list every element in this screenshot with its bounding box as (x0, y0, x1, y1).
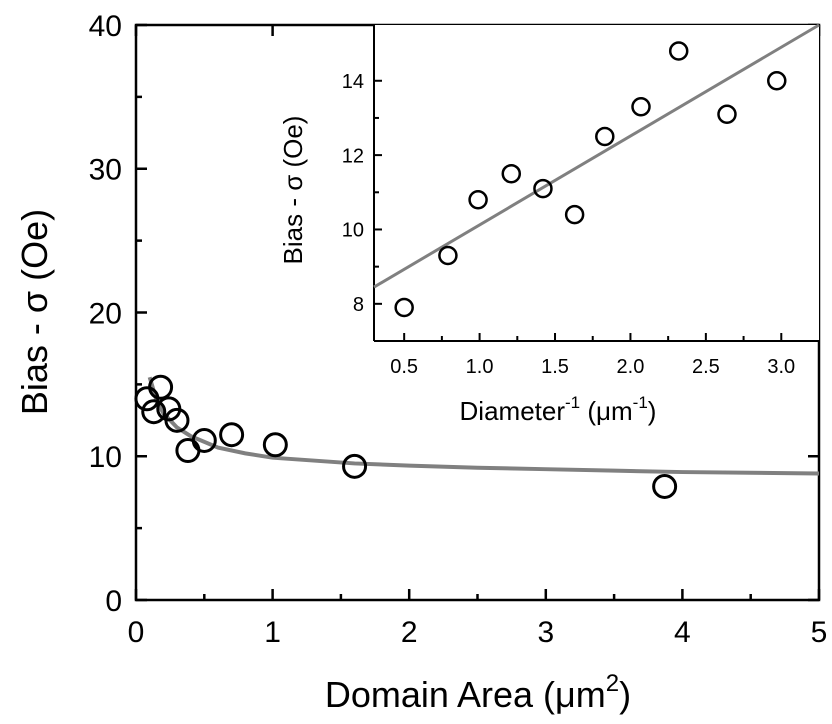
main-data-point (191, 427, 217, 453)
main-x-tick-label: 0 (128, 616, 145, 649)
inset-data-point (717, 104, 737, 124)
inset-x-tick-label: 2.5 (692, 356, 720, 378)
inset-data-point (668, 41, 689, 61)
main-x-tick-label: 4 (674, 616, 691, 649)
inset-x-axis-title: Diameter-1 (μm-1) (460, 393, 657, 426)
inset-x-axis-title-unit: (μm (580, 396, 633, 426)
main-x-tick-label: 5 (811, 616, 828, 649)
main-data-point (148, 374, 174, 400)
main-x-tick-label: 2 (401, 616, 418, 649)
main-y-tick-label: 10 (89, 441, 122, 474)
inset-data-point (767, 71, 787, 91)
inset-data-point (468, 189, 488, 210)
inset-data-point (394, 297, 414, 318)
inset-x-tick-label: 0.5 (390, 356, 418, 378)
main-data-point (652, 473, 678, 499)
inset-data-points (394, 41, 787, 318)
inset-x-axis-title-end: ) (648, 396, 657, 426)
inset-data-point (438, 245, 458, 266)
inset-data-point (631, 97, 651, 117)
inset-y-axis-title: Bias - σ (Oe) (278, 116, 308, 265)
main-data-point (342, 453, 368, 479)
inset-x-tick-label: 3.0 (767, 356, 795, 378)
inset-x-tick-label: 1.0 (466, 356, 494, 378)
inset-data-point (564, 204, 585, 225)
main-y-tick-label: 0 (105, 585, 122, 618)
main-x-axis-title-end: ) (619, 674, 631, 715)
inset-x-tick-label: 2.0 (617, 356, 645, 378)
inset-fit-line (373, 23, 820, 289)
main-x-axis-title: Domain Area (μm2) (325, 670, 631, 715)
main-y-tick-label: 30 (89, 154, 122, 187)
inset-data-point (595, 126, 615, 147)
main-y-tick-label: 40 (89, 10, 122, 43)
inset-y-tick-label: 12 (342, 145, 364, 167)
inset-ticks: 0.5 1.0 1.5 2.0 2.5 3.0 8 10 12 14 (342, 71, 795, 378)
main-x-tick-label: 3 (537, 616, 554, 649)
main-y-tick-label: 20 (89, 297, 122, 330)
main-x-tick-label: 1 (264, 616, 281, 649)
inset-data-point (533, 178, 553, 199)
main-y-axis-title: Bias - σ (Oe) (14, 209, 55, 415)
inset-x-axis-title-sup: -1 (565, 393, 580, 412)
inset-x-tick-label: 1.5 (541, 356, 569, 378)
main-x-axis-title-sup: 2 (606, 670, 619, 697)
inset-data-point (501, 163, 522, 184)
inset-plot-background (374, 25, 819, 341)
inset-x-axis-title-main: Diameter (460, 396, 566, 426)
main-fit-curve (147, 376, 820, 476)
inset-y-tick-label: 14 (342, 71, 364, 93)
main-data-points (134, 374, 678, 499)
inset-y-tick-label: 10 (342, 220, 364, 242)
main-data-point (141, 399, 167, 425)
main-data-point (262, 432, 288, 458)
inset-x-axis-title-unit-sup: -1 (633, 393, 648, 412)
inset-fit-line-path (373, 23, 820, 289)
main-data-point (219, 422, 245, 448)
inset-y-tick-label: 8 (353, 294, 364, 316)
main-fit-line-path (147, 376, 820, 476)
main-x-axis-title-main: Domain Area ( (325, 674, 555, 715)
main-x-axis-title-unit: μm (555, 674, 606, 715)
main-data-point (164, 407, 190, 433)
